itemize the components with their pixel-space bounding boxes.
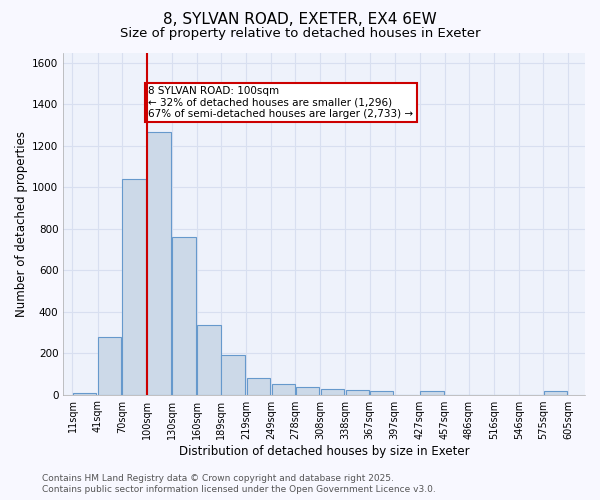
Bar (221, 355, 245, 395)
Bar (296, 388, 319, 394)
Bar (272, 384, 295, 394)
Bar (420, 392, 443, 394)
Bar (247, 378, 270, 394)
Text: 8 SYLVAN ROAD: 100sqm
← 32% of detached houses are smaller (1,296)
67% of semi-d: 8 SYLVAN ROAD: 100sqm ← 32% of detached … (148, 86, 413, 119)
Text: 8, SYLVAN ROAD, EXETER, EX4 6EW: 8, SYLVAN ROAD, EXETER, EX4 6EW (163, 12, 437, 28)
Text: Size of property relative to detached houses in Exeter: Size of property relative to detached ho… (120, 28, 480, 40)
X-axis label: Distribution of detached houses by size in Exeter: Distribution of detached houses by size … (179, 444, 469, 458)
Bar (321, 390, 344, 394)
Bar (544, 392, 567, 394)
Bar (172, 237, 196, 394)
Text: Contains HM Land Registry data © Crown copyright and database right 2025.
Contai: Contains HM Land Registry data © Crown c… (42, 474, 436, 494)
Bar (370, 392, 394, 394)
Bar (346, 390, 369, 394)
Bar (98, 336, 121, 394)
Bar (197, 325, 221, 394)
Bar (122, 179, 146, 394)
Bar (73, 392, 96, 394)
Y-axis label: Number of detached properties: Number of detached properties (15, 130, 28, 316)
Bar (147, 132, 170, 394)
